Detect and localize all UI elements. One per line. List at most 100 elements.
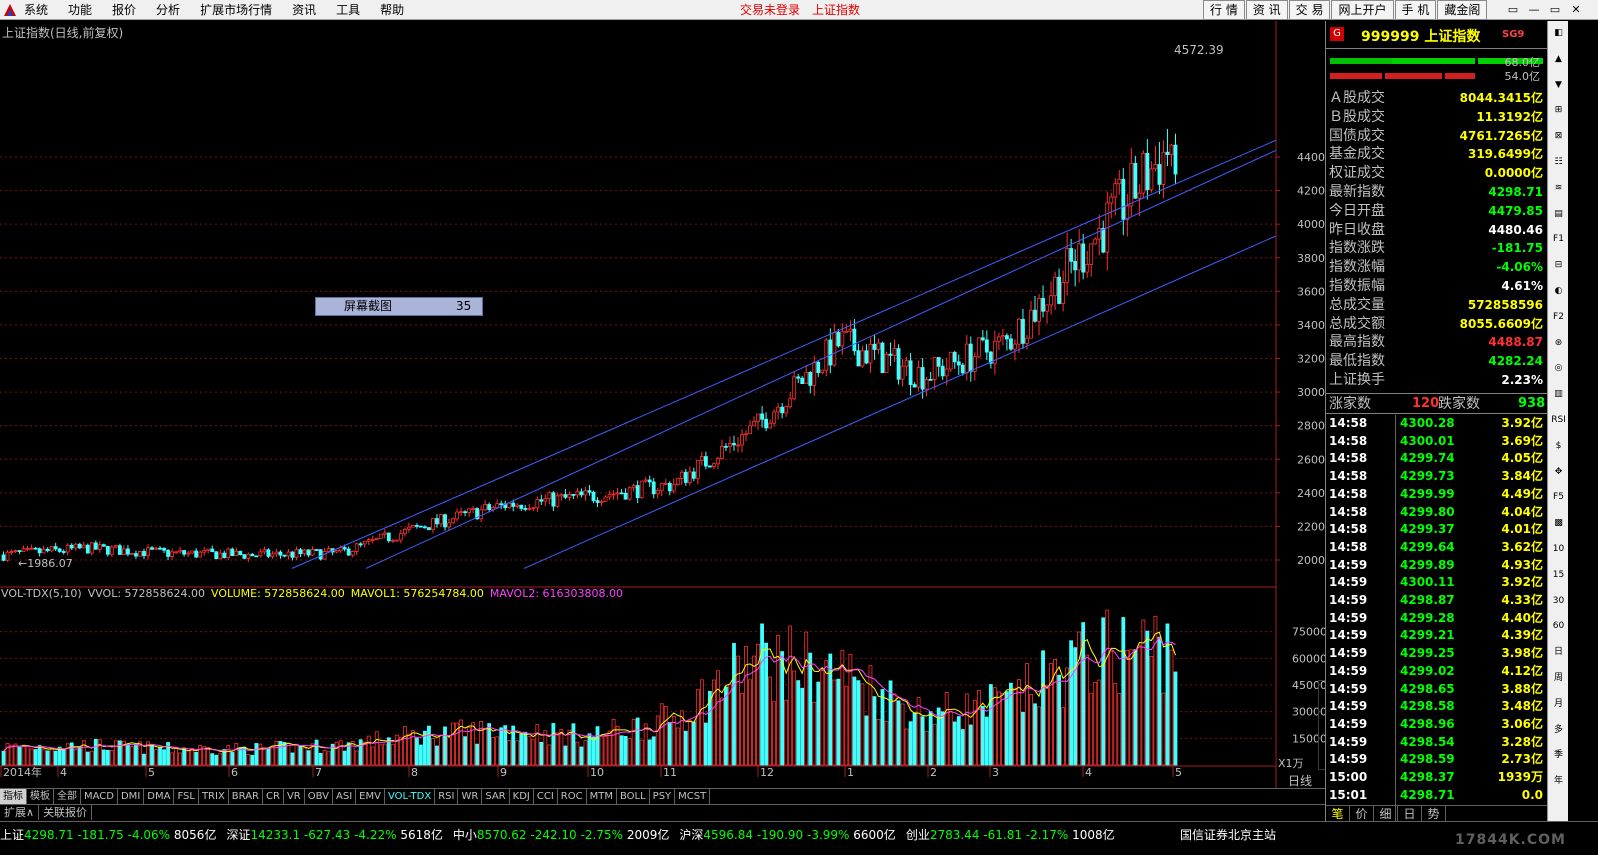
candle: [687, 466, 692, 486]
ticker-amount: 6600亿: [853, 828, 896, 842]
toolbar-button-8[interactable]: F1: [1553, 234, 1564, 245]
toolbar-10-icon[interactable]: ◐: [1554, 286, 1563, 296]
indicator-tab-wr[interactable]: WR: [458, 789, 483, 804]
toolbar-19-icon[interactable]: ▩: [1554, 518, 1563, 529]
indicator-tab-emv[interactable]: EMV: [356, 789, 385, 804]
restore-icon[interactable]: ▭: [1507, 3, 1519, 16]
toolbar-1-icon[interactable]: ▲: [1555, 53, 1562, 64]
menu-item-3[interactable]: 分析: [156, 3, 181, 17]
toolbar-9-icon[interactable]: ⊟: [1554, 260, 1563, 271]
toolbar-button-29[interactable]: 年: [1553, 776, 1563, 787]
toolbar-14-icon[interactable]: ▥: [1554, 389, 1563, 400]
menu-item-6[interactable]: 工具: [336, 3, 361, 17]
indicator-tab-rsi[interactable]: RSI: [435, 789, 459, 804]
indicator-tab-vol-tdx[interactable]: VOL-TDX: [385, 789, 436, 804]
toolbar-button-23[interactable]: 60: [1552, 621, 1565, 632]
top-tab-5[interactable]: 藏金阁: [1437, 0, 1488, 20]
indicator-tab-全部[interactable]: 全部: [54, 789, 81, 804]
maximize-icon[interactable]: ▭: [1549, 3, 1561, 16]
toolbar-button-27[interactable]: 多: [1553, 724, 1563, 735]
toolbar-button-11[interactable]: F2: [1553, 311, 1564, 322]
toolbar-2-icon[interactable]: ▼: [1555, 79, 1562, 90]
candle-body: [639, 480, 644, 499]
tick-tab-2[interactable]: 细: [1374, 806, 1398, 822]
ticker-item[interactable]: 中小8570.62 -242.10 -2.75% 2009亿: [453, 828, 669, 842]
indicator-tab-psy[interactable]: PSY: [650, 789, 676, 804]
indicator-tab-brar[interactable]: BRAR: [229, 789, 263, 804]
candle-body: [113, 545, 118, 548]
indicator-tab-fsl[interactable]: FSL: [174, 789, 199, 804]
indicator-tab-mcst[interactable]: MCST: [675, 789, 711, 804]
toolbar-12-icon[interactable]: ⊛: [1554, 337, 1563, 348]
toolbar-button-16[interactable]: $: [1555, 440, 1562, 451]
menu-item-4[interactable]: 扩展市场行情: [200, 3, 273, 17]
ext-tab-0[interactable]: 扩展∧: [0, 805, 40, 820]
menu-item-1[interactable]: 功能: [68, 3, 93, 17]
status-item-0[interactable]: 交易未登录: [740, 3, 801, 17]
candle-body: [479, 509, 484, 520]
indicator-tab-cr[interactable]: CR: [263, 789, 284, 804]
indicator-tab-obv[interactable]: OBV: [305, 789, 333, 804]
toolbar-button-22[interactable]: 30: [1552, 595, 1565, 606]
indicator-tab-roc[interactable]: ROC: [558, 789, 587, 804]
tick-tab-4[interactable]: 势: [1422, 806, 1446, 822]
menu-item-7[interactable]: 帮助: [380, 3, 405, 17]
indicator-tab-boll[interactable]: BOLL: [617, 789, 650, 804]
toolbar-button-18[interactable]: F5: [1553, 492, 1564, 503]
toolbar-0-icon[interactable]: ◧: [1554, 28, 1563, 38]
toolbar-button-15[interactable]: RSI: [1551, 415, 1566, 425]
ticker-item[interactable]: 创业2783.44 -61.81 -2.17% 1008亿: [906, 828, 1115, 842]
tick-tab-3[interactable]: 日: [1398, 806, 1422, 822]
ticker-change: -61.81: [983, 828, 1022, 842]
period-label[interactable]: 日线: [1288, 774, 1313, 788]
top-tab-3[interactable]: 网上开户: [1331, 0, 1394, 20]
candle-body: [659, 483, 664, 491]
toolbar-4-icon[interactable]: ⊠: [1554, 131, 1563, 142]
toolbar-5-icon[interactable]: ☷: [1554, 157, 1563, 167]
indicator-tab-trix[interactable]: TRIX: [199, 789, 229, 804]
indicator-tab-macd[interactable]: MACD: [81, 789, 118, 804]
top-tab-1[interactable]: 资 讯: [1245, 0, 1288, 20]
candle: [1085, 250, 1090, 278]
candle-body: [780, 406, 785, 414]
minimize-icon[interactable]: —: [1528, 3, 1540, 16]
ticker-item[interactable]: 上证4298.71 -181.75 -4.06% 8056亿: [0, 828, 216, 842]
indicator-tab-asi[interactable]: ASI: [333, 789, 357, 804]
candle: [1097, 214, 1102, 256]
menu-item-5[interactable]: 资讯: [292, 3, 317, 17]
ticker-item[interactable]: 沪深4596.84 -190.90 -3.99% 6600亿: [679, 828, 895, 842]
toolbar-button-21[interactable]: 15: [1552, 569, 1565, 580]
toolbar-7-icon[interactable]: ▤: [1554, 208, 1563, 219]
indicator-tab-kdj[interactable]: KDJ: [510, 789, 534, 804]
tick-tab-0[interactable]: 笔: [1326, 806, 1350, 822]
indicator-tab-vr[interactable]: VR: [284, 789, 305, 804]
toolbar-6-icon[interactable]: ≋: [1554, 182, 1563, 193]
volume-bar: [712, 679, 716, 766]
top-tab-4[interactable]: 手 机: [1394, 0, 1437, 20]
toolbar-3-icon[interactable]: ⊞: [1554, 105, 1563, 116]
toolbar-button-26[interactable]: 月: [1553, 698, 1563, 709]
tick-tab-1[interactable]: 价: [1350, 806, 1374, 822]
toolbar-13-icon[interactable]: ◎: [1554, 363, 1563, 374]
indicator-tab-dma[interactable]: DMA: [144, 789, 175, 804]
toolbar-button-28[interactable]: 季: [1553, 750, 1563, 761]
indicator-tab-cci[interactable]: CCI: [534, 789, 558, 804]
candle: [105, 545, 110, 557]
toolbar-17-icon[interactable]: ✥: [1554, 466, 1563, 477]
menu-item-2[interactable]: 报价: [112, 3, 137, 17]
indicator-tab-模板[interactable]: 模板: [27, 789, 54, 804]
indicator-tab-dmi[interactable]: DMI: [118, 789, 145, 804]
ticker-item[interactable]: 深证14233.1 -627.43 -4.22% 5618亿: [226, 828, 442, 842]
toolbar-button-20[interactable]: 10: [1552, 544, 1565, 554]
kline-chart[interactable]: 2000 2200 2400 2600 2800 3000 3200 3400 3600 3800…: [0, 21, 1325, 788]
indicator-tab-mtm[interactable]: MTM: [587, 789, 617, 804]
indicator-tab-指标[interactable]: 指标: [0, 789, 27, 804]
close-icon[interactable]: ✕: [1571, 3, 1581, 16]
menu-item-0[interactable]: 系统: [24, 3, 49, 17]
toolbar-button-25[interactable]: 周: [1553, 673, 1563, 683]
toolbar-button-24[interactable]: 日: [1553, 647, 1563, 658]
top-tab-0[interactable]: 行 情: [1203, 0, 1245, 20]
ext-tab-1[interactable]: 关联报价: [39, 805, 93, 820]
indicator-tab-sar[interactable]: SAR: [482, 789, 510, 804]
top-tab-2[interactable]: 交 易: [1288, 0, 1331, 20]
